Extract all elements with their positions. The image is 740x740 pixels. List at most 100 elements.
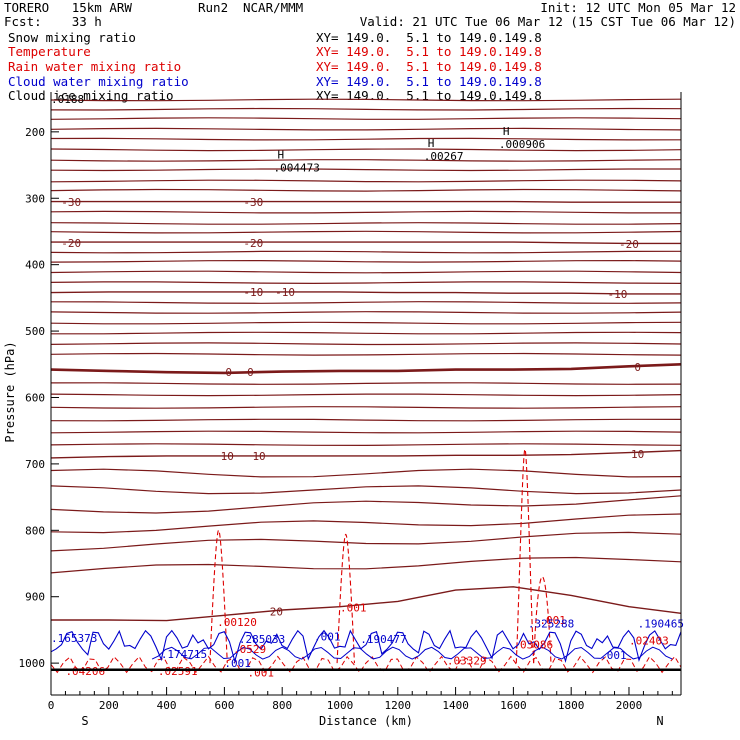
x-tick-label: 800 [272, 699, 292, 712]
isotherm-line [50, 393, 682, 397]
isotherm-line [50, 137, 682, 141]
isotherm-line [50, 230, 682, 234]
init-time: Init: 12 UTC Mon 05 Mar 12 [540, 0, 736, 15]
rain-label: .001 [340, 601, 367, 614]
isotherm-label: -20 [619, 238, 639, 251]
temperature-isotherms [50, 98, 682, 622]
isotherm-line [50, 188, 682, 192]
rain-contours [50, 448, 682, 674]
cloud-water-contours [50, 629, 682, 664]
field-xy-snow: XY= 149.0. 5.1 to 149.0.149.8 [316, 30, 542, 45]
isotherm-label: -30 [243, 196, 263, 209]
rain-contour [50, 655, 682, 674]
model-label: TORERO 15km ARW [4, 0, 132, 15]
contour-labels: -30 -30-20 -20 -20-10 -10 -100 0 010 10 1020H.004… [51, 93, 684, 679]
cloud-water-contour [151, 646, 673, 660]
y-tick-label: 200 [25, 126, 45, 139]
isotherm-label: 0 [225, 366, 232, 379]
y-tick-label: 1000 [19, 657, 46, 670]
cloud-water-label: .190465 [638, 617, 684, 630]
isotherm-line [50, 159, 682, 162]
y-tick-label: 300 [25, 192, 45, 205]
rain-label: .0529 [233, 643, 266, 656]
rain-label: .03329 [447, 654, 487, 667]
isotherm-label: 10 [221, 450, 234, 463]
rain-contour [209, 529, 228, 664]
x-tick-label: 1400 [442, 699, 469, 712]
south-end-label: S [81, 714, 88, 728]
isotherm-label: 10 [252, 450, 265, 463]
snow-max-value: .004473 [274, 161, 320, 174]
field-xy-rain: XY= 149.0. 5.1 to 149.0.149.8 [316, 59, 542, 74]
x-tick-label: 1600 [500, 699, 527, 712]
rain-label: .00120 [217, 616, 257, 629]
cloud-water-label: .190477 [360, 633, 406, 646]
isotherm-line [50, 352, 682, 356]
x-tick-label: 600 [214, 699, 234, 712]
isotherm--30 [51, 200, 681, 203]
snow-max-marker: H [503, 125, 510, 138]
isotherm-line [50, 321, 682, 325]
cloud-water-label: .001 [224, 657, 251, 670]
snow-max-marker: H [278, 148, 285, 161]
isotherm-label: 0 [247, 366, 254, 379]
rain-label: .03086 [513, 639, 553, 652]
isotherm-line [50, 342, 682, 346]
field-name-snow: Snow mixing ratio [8, 30, 136, 45]
isotherm-line [50, 311, 682, 314]
isotherm-line [50, 127, 682, 131]
rain-label: .04206 [65, 665, 105, 678]
isotherm-line [50, 406, 682, 409]
x-tick-label: 1800 [558, 699, 585, 712]
field-xy-temperature: XY= 149.0. 5.1 to 149.0.149.8 [316, 44, 542, 59]
isotherm-line [50, 301, 682, 304]
isotherm-10 [50, 449, 682, 459]
isotherm-label: -10 [243, 286, 263, 299]
run-label: Run2 [198, 0, 229, 15]
y-tick-label: 800 [25, 524, 45, 537]
isotherm-line [50, 531, 682, 552]
snow-max-value: .00267 [424, 150, 464, 163]
isotherm-line [50, 382, 682, 385]
org-label: NCAR/MMM [243, 0, 304, 15]
isotherm-label: -20 [243, 237, 263, 250]
valid-time: Valid: 21 UTC Tue 06 Mar 12 (15 CST Tue … [359, 14, 736, 29]
isotherm-line [50, 485, 682, 495]
isotherm-line [51, 331, 682, 335]
x-tick-label: 400 [157, 699, 177, 712]
isotherm-0 [50, 363, 682, 375]
rain-contour [533, 576, 552, 664]
forecast-hour: Fcst: 33 h [4, 14, 102, 29]
y-tick-label: 700 [25, 458, 45, 471]
isotherm-label: -10 [275, 286, 295, 299]
x-tick-label: 1200 [385, 699, 412, 712]
isotherm-line [50, 418, 682, 422]
y-tick-label: 500 [25, 325, 45, 338]
snow-max-value: .000906 [499, 138, 545, 151]
isotherm-line [50, 168, 681, 172]
field-xy-cloud-water: XY= 149.0. 5.1 to 149.0.149.8 [316, 74, 542, 89]
x-tick-label: 1000 [327, 699, 354, 712]
y-axis-label: Pressure (hPa) [3, 341, 17, 442]
isotherm-line [50, 495, 682, 514]
isotherm-line [50, 513, 682, 534]
field-xy-cloud-ice: XY= 149.0. 5.1 to 149.0.149.8 [316, 88, 542, 103]
cloud-water-label: .001 [600, 649, 627, 662]
isotherm-label: 10 [631, 448, 644, 461]
field-name-temperature: Temperature [8, 44, 91, 59]
isotherm-line [50, 468, 682, 478]
isotherm-label: -30 [61, 196, 81, 209]
north-end-label: N [656, 714, 663, 728]
field-name-cloud-ice: Cloud ice mixing ratio [8, 88, 174, 103]
isotherm-line [50, 179, 682, 183]
isotherm-label: 0 [634, 361, 641, 374]
isotherm-line [50, 270, 682, 274]
cloud-water-label: .174715 [161, 648, 207, 661]
isotherm--10 [50, 291, 681, 295]
isotherm-line [50, 556, 682, 574]
x-tick-label: 0 [48, 699, 55, 712]
field-name-cloud-water: Cloud water mixing ratio [8, 74, 189, 89]
field-name-rain: Rain water mixing ratio [8, 59, 182, 74]
cloud-water-label: .285033 [239, 633, 285, 646]
